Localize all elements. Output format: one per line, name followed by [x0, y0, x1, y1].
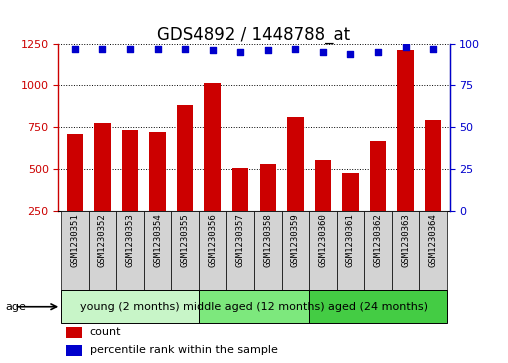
Text: GSM1230352: GSM1230352: [98, 213, 107, 267]
Bar: [254, 211, 281, 290]
Bar: [66, 345, 82, 356]
Bar: [61, 211, 89, 290]
Text: GSM1230351: GSM1230351: [71, 213, 79, 267]
Bar: [392, 211, 419, 290]
Point: [99, 46, 107, 52]
Point: [401, 44, 409, 50]
Text: percentile rank within the sample: percentile rank within the sample: [90, 345, 277, 355]
Text: GSM1230360: GSM1230360: [319, 213, 327, 267]
Text: GSM1230361: GSM1230361: [346, 213, 355, 267]
Text: count: count: [90, 327, 121, 337]
Point: [71, 46, 79, 52]
Bar: [397, 50, 414, 252]
Point: [264, 47, 272, 53]
Text: GSM1230353: GSM1230353: [125, 213, 135, 267]
Bar: [309, 290, 447, 323]
Point: [153, 46, 162, 52]
Bar: [199, 211, 227, 290]
Text: GSM1230358: GSM1230358: [263, 213, 272, 267]
Point: [126, 46, 134, 52]
Bar: [314, 160, 331, 252]
Bar: [89, 211, 116, 290]
Point: [374, 49, 382, 55]
Point: [209, 47, 217, 53]
Bar: [232, 168, 248, 252]
Point: [236, 49, 244, 55]
Bar: [281, 211, 309, 290]
Bar: [66, 327, 82, 338]
Point: [319, 49, 327, 55]
Text: middle aged (12 months): middle aged (12 months): [183, 302, 325, 312]
Bar: [287, 117, 304, 252]
Bar: [149, 132, 166, 252]
Bar: [94, 123, 111, 252]
Text: GSM1230359: GSM1230359: [291, 213, 300, 267]
Bar: [309, 211, 337, 290]
Point: [346, 51, 355, 57]
Bar: [67, 134, 83, 252]
Bar: [199, 290, 309, 323]
Bar: [144, 211, 171, 290]
Text: GSM1230355: GSM1230355: [181, 213, 189, 267]
Bar: [177, 105, 194, 252]
Bar: [260, 164, 276, 252]
Bar: [171, 211, 199, 290]
Bar: [227, 211, 254, 290]
Bar: [370, 141, 386, 252]
Bar: [122, 130, 138, 252]
Bar: [204, 83, 221, 252]
Bar: [364, 211, 392, 290]
Text: GSM1230364: GSM1230364: [429, 213, 437, 267]
Text: GSM1230354: GSM1230354: [153, 213, 162, 267]
Bar: [61, 290, 199, 323]
Title: GDS4892 / 1448788_at: GDS4892 / 1448788_at: [157, 25, 351, 44]
Text: age: age: [5, 302, 26, 312]
Text: young (2 months): young (2 months): [80, 302, 180, 312]
Bar: [337, 211, 364, 290]
Point: [291, 46, 299, 52]
Bar: [342, 173, 359, 252]
Text: GSM1230357: GSM1230357: [236, 213, 245, 267]
Bar: [419, 211, 447, 290]
Text: aged (24 months): aged (24 months): [328, 302, 428, 312]
Text: GSM1230363: GSM1230363: [401, 213, 410, 267]
Bar: [425, 121, 441, 252]
Bar: [116, 211, 144, 290]
Text: GSM1230362: GSM1230362: [373, 213, 383, 267]
Point: [181, 46, 189, 52]
Text: GSM1230356: GSM1230356: [208, 213, 217, 267]
Point: [429, 46, 437, 52]
